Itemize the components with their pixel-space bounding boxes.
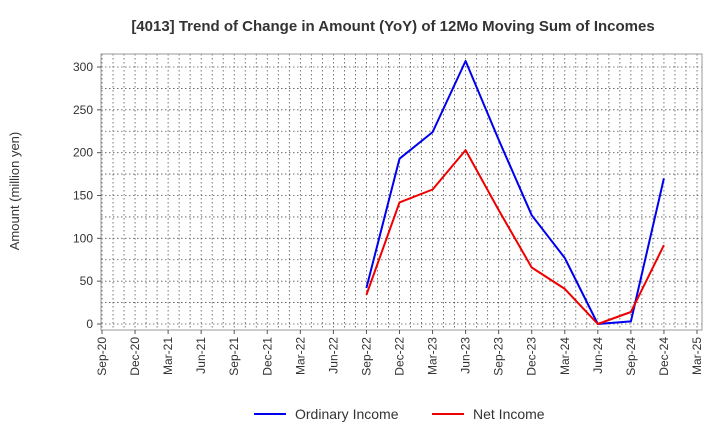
x-tick-label: Sep-24 [624, 337, 638, 376]
x-tick-label: Dec-20 [128, 337, 142, 376]
x-tick-label: Jun-23 [459, 337, 473, 374]
x-tick-label: Dec-22 [393, 337, 407, 376]
x-tick-label: Sep-22 [359, 337, 373, 376]
y-tick-label: 200 [73, 146, 93, 160]
y-tick-label: 150 [73, 189, 93, 203]
legend-label: Ordinary Income [295, 406, 399, 422]
y-tick-label: 300 [73, 60, 93, 74]
grid [101, 54, 702, 330]
series-line-net-income [365, 149, 665, 325]
legend: Ordinary Income Net Income [254, 406, 545, 422]
y-tick-label: 250 [73, 103, 93, 117]
chart-title: [4013] Trend of Change in Amount (YoY) o… [131, 18, 654, 35]
x-tick-label: Mar-24 [558, 337, 572, 375]
x-tick-label: Sep-23 [492, 337, 506, 376]
x-tick-label: Mar-22 [293, 337, 307, 375]
y-tick-label: 50 [80, 274, 94, 288]
x-tick-label: Dec-23 [525, 337, 539, 376]
x-tick-label: Jun-24 [591, 337, 605, 374]
x-tick-label: Jun-21 [194, 337, 208, 374]
y-tick-label: 100 [73, 231, 93, 245]
x-tick-label: Sep-20 [95, 337, 109, 376]
series-lines [365, 60, 665, 325]
x-tick-label: Mar-21 [161, 337, 175, 375]
series-line-ordinary-income [365, 60, 665, 325]
x-axis-ticks: Sep-20 Dec-20 Mar-21 Jun-21 Sep-21 Dec-21 Mar-… [95, 330, 704, 376]
y-axis-label: Amount (million yen) [7, 132, 22, 251]
y-axis-ticks: 0 50 100 150 200 250 300 [73, 60, 101, 331]
legend-label: Net Income [473, 406, 545, 422]
x-tick-label: Jun-22 [326, 337, 340, 374]
x-tick-label: Dec-24 [657, 337, 671, 376]
x-tick-label: Mar-23 [426, 337, 440, 375]
x-tick-label: Mar-25 [690, 337, 704, 375]
y-tick-label: 0 [86, 317, 93, 331]
x-tick-label: Sep-21 [227, 337, 241, 376]
plot-area-border [100, 53, 703, 331]
x-tick-label: Dec-21 [260, 337, 274, 376]
